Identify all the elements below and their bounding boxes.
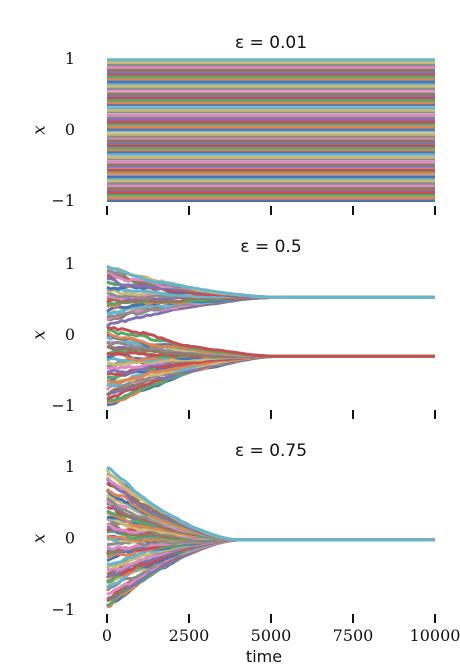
x-tick-label: 0 [102,626,112,645]
x-tick-label: 2500 [169,626,210,645]
y-tick-label: −1 [51,396,75,415]
y-axis-label: x [30,330,50,340]
trajectory-line [106,465,435,542]
trajectories [105,264,435,407]
chart-title: ε = 0.75 [235,441,307,461]
y-tick-label: 1 [65,254,75,273]
y-tick-label: −1 [51,600,75,619]
y-tick-label: −1 [51,191,75,210]
chart-title: ε = 0.01 [235,33,307,53]
panel-eps-0.75: ε = 0.75 x 1 0 −1 0 2500 5000 7500 10000 time [30,441,460,666]
trajectory-line [106,325,435,358]
y-axis-label: x [30,533,50,543]
y-tick-label: 0 [65,120,75,139]
x-tick-label: 10000 [410,626,460,645]
trajectory-line [106,264,435,299]
panel-eps-0.5: ε = 0.5 x 1 0 −1 [30,237,436,419]
y-tick-label: 1 [65,49,75,68]
y-tick-label: 1 [65,457,75,476]
x-tick-label: 7500 [333,626,374,645]
y-axis-label: x [30,125,50,135]
x-tick-label: 5000 [251,626,292,645]
y-tick-label: 0 [65,325,75,344]
chart-title: ε = 0.5 [240,237,301,257]
panel-eps-0.01: ε = 0.01 x 1 0 −1 [30,33,436,215]
x-axis-label: time [246,647,282,666]
trajectories [105,465,435,608]
y-tick-label: 0 [65,529,75,548]
trajectories [107,58,435,202]
